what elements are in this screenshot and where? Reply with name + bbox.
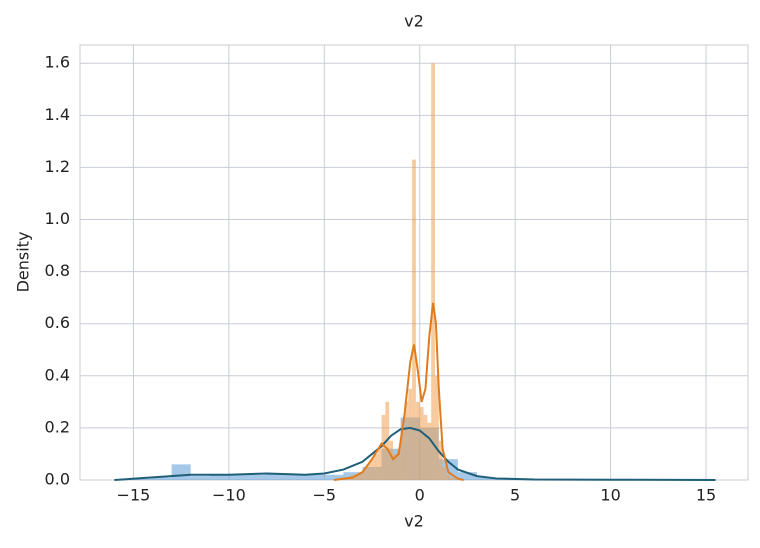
histogram-bar xyxy=(423,414,428,480)
x-axis-label: v2 xyxy=(404,512,424,531)
histogram-bar xyxy=(247,474,268,480)
x-tick-label: 10 xyxy=(600,486,620,505)
histogram-bar xyxy=(152,477,172,480)
x-tick-label: 15 xyxy=(696,486,716,505)
x-tick-label: −15 xyxy=(117,486,151,505)
x-tick-label: −5 xyxy=(313,486,337,505)
x-tick-label: 5 xyxy=(510,486,520,505)
histogram-bar xyxy=(267,473,287,480)
histogram-bar xyxy=(427,422,432,480)
histogram-bar xyxy=(446,474,451,480)
histogram-bar xyxy=(373,453,378,480)
histogram-bar xyxy=(412,159,416,480)
histogram-bar xyxy=(389,440,394,480)
y-tick-label: 1.4 xyxy=(45,105,70,124)
histogram-bar xyxy=(228,474,248,480)
histogram-bar xyxy=(362,469,367,480)
histogram-bar xyxy=(454,478,458,480)
y-tick-label: 1.6 xyxy=(45,53,70,72)
histogram-bar xyxy=(354,474,359,480)
histogram-bar xyxy=(434,375,439,480)
histogram-bar xyxy=(419,407,424,480)
y-tick-label: 0.4 xyxy=(45,365,70,384)
histogram-bar xyxy=(366,464,371,480)
histogram-bar xyxy=(393,453,397,480)
y-tick-label: 0.0 xyxy=(45,470,70,489)
histogram-bar xyxy=(457,472,477,480)
y-axis-label: Density xyxy=(14,232,33,293)
y-tick-label: 0.8 xyxy=(45,261,70,280)
histogram-bar xyxy=(381,414,386,480)
histogram-bar xyxy=(286,474,306,480)
kde-line xyxy=(114,426,716,481)
histogram-bar xyxy=(442,466,447,480)
histogram-bar xyxy=(431,63,435,481)
histogram-bar xyxy=(305,474,325,480)
histogram-bar xyxy=(324,474,344,480)
histogram-bar xyxy=(190,476,210,480)
y-tick-label: 1.0 xyxy=(45,209,70,228)
histogram-bar xyxy=(396,448,401,480)
histogram-bar xyxy=(400,427,405,480)
y-tick-label: 0.6 xyxy=(45,313,70,332)
histogram-bar xyxy=(133,478,153,480)
histogram-bar xyxy=(438,440,443,480)
histogram-bar xyxy=(171,464,191,480)
chart-title: v2 xyxy=(404,12,424,31)
histogram-bar xyxy=(404,401,409,480)
histogram-bar xyxy=(408,388,413,480)
histogram-bar xyxy=(377,448,382,480)
histogram-bar xyxy=(476,477,497,480)
histogram-bar xyxy=(370,459,374,480)
x-tick-label: 0 xyxy=(415,486,425,505)
y-tick-label: 0.2 xyxy=(45,417,70,436)
histogram-bar xyxy=(450,477,455,480)
histogram-bar xyxy=(415,401,420,480)
histogram-bar xyxy=(209,474,229,480)
kde-line xyxy=(333,302,464,481)
histogram-bar xyxy=(358,472,363,480)
x-tick-label: −10 xyxy=(212,486,246,505)
y-tick-label: 1.2 xyxy=(45,157,70,176)
